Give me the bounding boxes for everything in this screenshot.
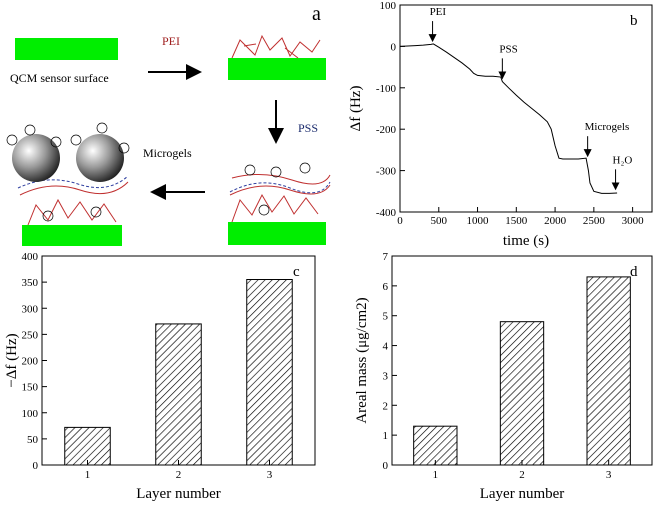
y-tick-label: 100: [380, 0, 397, 12]
bar: [64, 426, 111, 466]
charges: [6, 122, 311, 222]
panel-label: a: [312, 3, 321, 25]
bar: [246, 279, 293, 466]
step-label: PEI: [162, 34, 180, 48]
step-label: PSS: [298, 121, 318, 135]
layers: [19, 181, 129, 226]
plot-frame: [399, 4, 653, 213]
x-tick-label: 1: [85, 469, 91, 481]
y-tick-label: -200: [376, 124, 397, 136]
annotation: Microgels: [585, 121, 630, 133]
y-tick-label: 0: [391, 41, 397, 53]
bar: [155, 323, 202, 466]
data-line: [399, 43, 618, 194]
y-axis-label: Δf (Hz): [348, 86, 364, 132]
annotation: PEI: [430, 6, 447, 18]
x-tick-label: 3000: [622, 215, 645, 227]
x-tick-label: 2: [519, 469, 525, 481]
x-axis-label: Layer number: [136, 486, 221, 502]
x-tick-label: 500: [431, 215, 448, 227]
y-tick-label: 6: [383, 281, 389, 293]
y-tick-label: -100: [376, 83, 397, 95]
y-tick-label: 50: [27, 434, 39, 446]
y-tick-label: 1: [383, 430, 389, 442]
bar: [413, 425, 458, 466]
pss-chain: [17, 175, 129, 189]
panel-label: c: [293, 264, 300, 280]
x-tick-label: 3: [267, 469, 273, 481]
surface-label: QCM sensor surface: [10, 71, 109, 85]
annotation: PSS: [499, 43, 517, 55]
x-tick-label: 0: [397, 215, 403, 227]
y-tick-label: 400: [22, 251, 39, 263]
x-tick-label: 3: [606, 469, 612, 481]
y-tick-label: 0: [383, 460, 389, 472]
y-tick-label: 3: [383, 370, 389, 382]
sensor: [228, 58, 326, 80]
y-tick-label: 200: [22, 356, 39, 368]
y-tick-label: -300: [376, 166, 397, 178]
diagram: a QCM sensor surface PEI PSS Microgels: [6, 3, 331, 246]
layers: [229, 174, 331, 223]
y-tick-label: 100: [22, 408, 39, 420]
sensor: [228, 222, 326, 245]
y-tick-label: 350: [22, 277, 39, 289]
bar: [499, 321, 545, 466]
x-axis-label: time (s): [503, 233, 549, 249]
x-tick-label: 1000: [467, 215, 490, 227]
y-tick-label: 300: [22, 303, 39, 315]
microgel: [12, 134, 60, 182]
y-tick-label: -400: [376, 207, 397, 219]
pss-chain: [229, 181, 331, 194]
annotation: H₂O: [613, 154, 633, 166]
step-label: Microgels: [143, 146, 192, 160]
sensor: [15, 38, 118, 60]
x-tick-label: 1: [433, 469, 439, 481]
y-tick-label: 2: [383, 400, 389, 412]
y-axis-label: Areal mass (μg/cm2): [354, 297, 370, 423]
sensor: [22, 225, 122, 246]
panel-label: b: [630, 13, 638, 29]
x-tick-label: 2: [176, 469, 182, 481]
y-tick-label: 5: [383, 311, 389, 323]
microgel: [76, 134, 124, 182]
x-tick-label: 1500: [505, 215, 528, 227]
y-tick-label: 150: [22, 382, 39, 394]
y-axis-label: −Δf (Hz): [4, 333, 20, 387]
x-axis-label: Layer number: [480, 486, 565, 502]
y-tick-label: 250: [22, 329, 39, 341]
bar: [586, 276, 631, 466]
y-tick-label: 7: [383, 251, 389, 263]
x-tick-label: 2000: [544, 215, 567, 227]
x-tick-label: 2500: [583, 215, 606, 227]
y-tick-label: 0: [33, 460, 39, 472]
y-tick-label: 4: [383, 341, 389, 353]
pei-chains: [231, 34, 321, 59]
panel-label: d: [630, 264, 638, 280]
